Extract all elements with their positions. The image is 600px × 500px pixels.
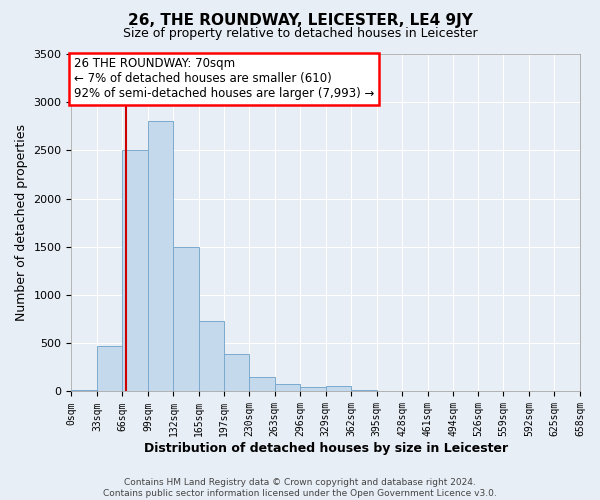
Text: Contains HM Land Registry data © Crown copyright and database right 2024.
Contai: Contains HM Land Registry data © Crown c… bbox=[103, 478, 497, 498]
Bar bbox=[97, 346, 122, 392]
Bar bbox=[275, 384, 300, 392]
Bar bbox=[249, 376, 275, 392]
Bar bbox=[326, 386, 351, 392]
X-axis label: Distribution of detached houses by size in Leicester: Distribution of detached houses by size … bbox=[143, 442, 508, 455]
Text: 26, THE ROUNDWAY, LEICESTER, LE4 9JY: 26, THE ROUNDWAY, LEICESTER, LE4 9JY bbox=[128, 12, 472, 28]
Bar bbox=[148, 122, 173, 392]
Bar bbox=[173, 247, 199, 392]
Bar bbox=[199, 321, 224, 392]
Bar bbox=[122, 150, 148, 392]
Bar bbox=[300, 386, 326, 392]
Bar bbox=[224, 354, 249, 392]
Bar bbox=[351, 390, 377, 392]
Text: Size of property relative to detached houses in Leicester: Size of property relative to detached ho… bbox=[122, 28, 478, 40]
Text: 26 THE ROUNDWAY: 70sqm
← 7% of detached houses are smaller (610)
92% of semi-det: 26 THE ROUNDWAY: 70sqm ← 7% of detached … bbox=[74, 58, 374, 100]
Bar bbox=[71, 390, 97, 392]
Y-axis label: Number of detached properties: Number of detached properties bbox=[15, 124, 28, 321]
